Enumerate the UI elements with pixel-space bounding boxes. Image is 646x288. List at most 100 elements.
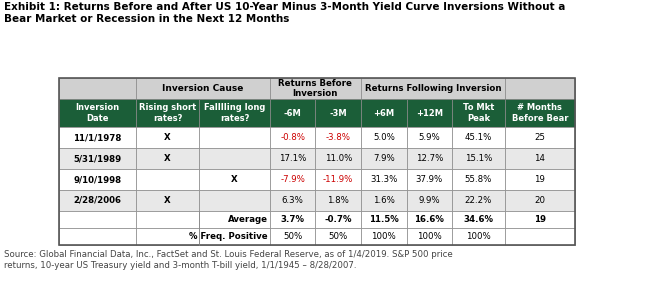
Text: 55.8%: 55.8%	[464, 175, 492, 184]
Bar	[452, 169, 505, 190]
Bar	[361, 127, 406, 148]
Bar	[315, 228, 361, 245]
Bar	[136, 99, 200, 127]
Bar	[505, 127, 575, 148]
Text: -11.9%: -11.9%	[323, 175, 353, 184]
Bar	[452, 99, 505, 127]
Bar	[136, 190, 200, 211]
Text: 5/31/1989: 5/31/1989	[73, 154, 121, 163]
Bar	[505, 211, 575, 228]
Text: X: X	[164, 196, 171, 205]
Bar	[406, 148, 452, 169]
Bar	[406, 99, 452, 127]
Text: 5.9%: 5.9%	[419, 133, 441, 142]
Text: Falllling long
rates?: Falllling long rates?	[204, 103, 266, 123]
Text: 2/28/2006: 2/28/2006	[73, 196, 121, 205]
Bar	[505, 190, 575, 211]
Bar	[361, 211, 406, 228]
Text: To Mkt
Peak: To Mkt Peak	[463, 103, 494, 123]
Text: X: X	[164, 154, 171, 163]
Bar	[406, 190, 452, 211]
Text: 37.9%: 37.9%	[416, 175, 443, 184]
Text: 50%: 50%	[283, 232, 302, 241]
Text: 50%: 50%	[329, 232, 348, 241]
Text: X: X	[164, 133, 171, 142]
Text: 100%: 100%	[417, 232, 442, 241]
Bar	[452, 190, 505, 211]
Bar	[452, 211, 505, 228]
Text: +6M: +6M	[373, 109, 395, 118]
Text: -3.8%: -3.8%	[326, 133, 351, 142]
Bar	[270, 148, 315, 169]
Text: 11.0%: 11.0%	[324, 154, 352, 163]
Text: % Freq. Positive: % Freq. Positive	[189, 232, 268, 241]
Bar	[505, 99, 575, 127]
Text: +12M: +12M	[416, 109, 443, 118]
Bar	[136, 169, 200, 190]
Text: 11/1/1978: 11/1/1978	[73, 133, 121, 142]
Bar	[136, 127, 200, 148]
Bar	[136, 228, 200, 245]
Bar	[406, 211, 452, 228]
Bar	[200, 99, 270, 127]
Bar	[200, 169, 270, 190]
Bar	[200, 228, 270, 245]
Bar	[315, 190, 361, 211]
Text: 17.1%: 17.1%	[279, 154, 306, 163]
Bar	[361, 190, 406, 211]
Text: 22.2%: 22.2%	[464, 196, 492, 205]
Text: 34.6%: 34.6%	[463, 215, 494, 224]
Bar	[270, 190, 315, 211]
Bar	[59, 78, 575, 245]
Text: -0.8%: -0.8%	[280, 133, 305, 142]
Text: # Months
Before Bear: # Months Before Bear	[512, 103, 568, 123]
Text: -3M: -3M	[329, 109, 347, 118]
Bar	[59, 190, 136, 211]
Bar	[505, 78, 575, 99]
Bar	[505, 169, 575, 190]
Text: Exhibit 1: Returns Before and After US 10-Year Minus 3-Month Yield Curve Inversi: Exhibit 1: Returns Before and After US 1…	[4, 2, 565, 24]
Bar	[406, 169, 452, 190]
Bar	[136, 148, 200, 169]
Bar	[361, 99, 406, 127]
Bar	[59, 78, 136, 99]
Bar	[136, 78, 270, 99]
Text: Inversion Cause: Inversion Cause	[162, 84, 244, 93]
Text: 1.6%: 1.6%	[373, 196, 395, 205]
Bar	[315, 169, 361, 190]
Bar	[270, 78, 361, 99]
Bar	[361, 228, 406, 245]
Bar	[200, 211, 270, 228]
Text: Inversion
Date: Inversion Date	[75, 103, 120, 123]
Text: 12.7%: 12.7%	[416, 154, 443, 163]
Text: 14: 14	[534, 154, 545, 163]
Bar	[270, 211, 315, 228]
Text: 16.6%: 16.6%	[415, 215, 444, 224]
Bar	[452, 127, 505, 148]
Text: 7.9%: 7.9%	[373, 154, 395, 163]
Bar	[200, 190, 270, 211]
Text: 9.9%: 9.9%	[419, 196, 441, 205]
Bar	[505, 228, 575, 245]
Text: 6.3%: 6.3%	[282, 196, 304, 205]
Text: 100%: 100%	[371, 232, 396, 241]
Text: -7.9%: -7.9%	[280, 175, 305, 184]
Bar	[505, 148, 575, 169]
Bar	[270, 228, 315, 245]
Bar	[200, 148, 270, 169]
Text: -6M: -6M	[284, 109, 302, 118]
Bar	[270, 169, 315, 190]
Text: -0.7%: -0.7%	[324, 215, 352, 224]
Text: 19: 19	[534, 215, 546, 224]
Text: Returns Before
Inversion: Returns Before Inversion	[278, 79, 352, 98]
Text: 3.7%: 3.7%	[280, 215, 305, 224]
Bar	[452, 148, 505, 169]
Text: 9/10/1998: 9/10/1998	[73, 175, 121, 184]
Text: 15.1%: 15.1%	[464, 154, 492, 163]
Text: 19: 19	[534, 175, 545, 184]
Bar	[361, 148, 406, 169]
Text: Source: Global Financial Data, Inc., FactSet and St. Louis Federal Reserve, as o: Source: Global Financial Data, Inc., Fac…	[4, 250, 452, 270]
Bar	[59, 211, 136, 228]
Text: Rising short
rates?: Rising short rates?	[139, 103, 196, 123]
Text: Average: Average	[228, 215, 268, 224]
